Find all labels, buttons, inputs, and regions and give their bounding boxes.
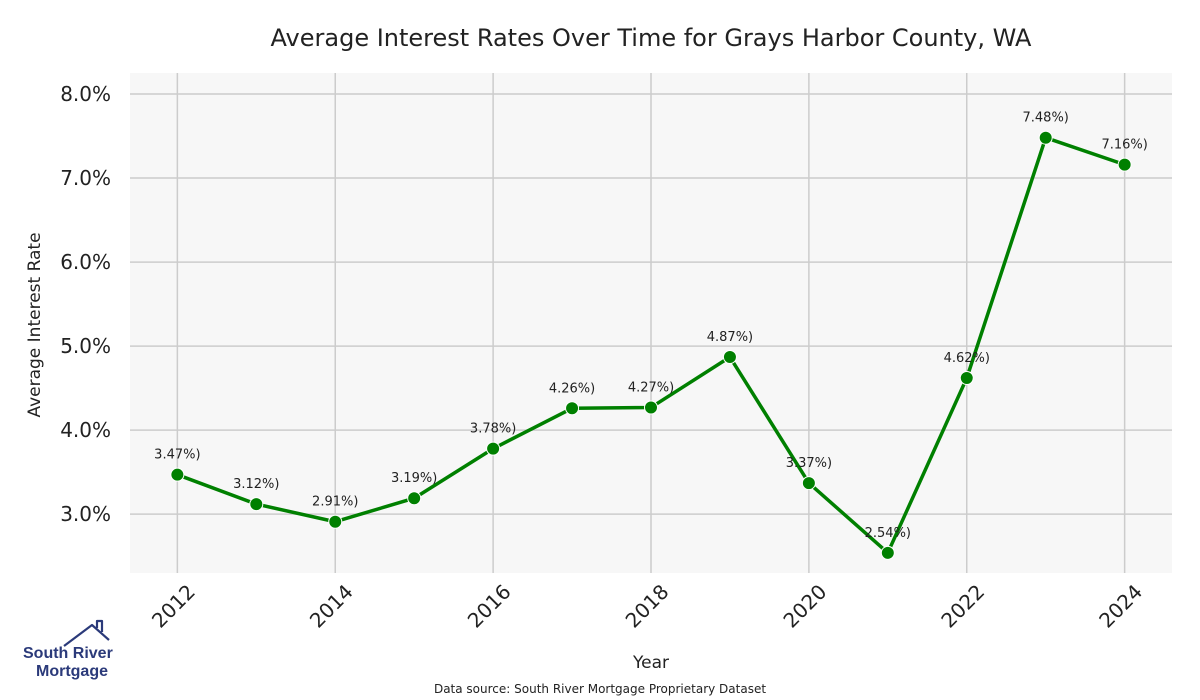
series-line-group	[170, 130, 1132, 560]
data-label: 7.16%)	[1101, 138, 1147, 153]
data-point	[328, 514, 343, 529]
x-tick-label: 2020	[778, 580, 831, 633]
data-label: 3.19%)	[391, 471, 437, 486]
data-point	[1117, 157, 1132, 172]
logo-line-2: Mortgage	[36, 663, 108, 680]
y-tick-label: 5.0%	[60, 334, 111, 358]
data-point	[880, 545, 895, 560]
company-logo: South River Mortgage	[23, 619, 113, 680]
data-labels: 3.47%) 3.12%) 2.91%) 3.19%) 3.78%) 4.26%) 4.27…	[154, 111, 1148, 541]
data-label: 3.78%)	[470, 422, 516, 437]
x-tick-label: 2014	[305, 580, 358, 633]
data-point	[801, 476, 816, 491]
y-tick-label: 3.0%	[60, 502, 111, 526]
data-source-note: Data source: South River Mortgage Propri…	[434, 682, 766, 696]
data-label: 4.27%)	[628, 380, 674, 395]
data-point	[565, 401, 580, 416]
data-label: 2.91%)	[312, 495, 358, 510]
data-point	[722, 350, 737, 365]
x-axis-label: Year	[632, 653, 669, 673]
data-label: 4.26%)	[549, 381, 595, 396]
data-point	[170, 467, 185, 482]
x-tick-label: 2022	[936, 580, 989, 633]
data-label: 3.12%)	[233, 477, 279, 492]
logo-line-1: South River	[23, 645, 113, 662]
y-tick-label: 8.0%	[60, 82, 111, 106]
x-tick-label: 2018	[621, 580, 674, 633]
data-point	[249, 497, 264, 512]
data-label: 4.87%)	[707, 330, 753, 345]
chart-title: Average Interest Rates Over Time for Gra…	[271, 24, 1033, 52]
y-tick-label: 6.0%	[60, 250, 111, 274]
data-point	[486, 441, 501, 456]
house-roof-icon	[63, 619, 110, 647]
x-tick-label: 2024	[1094, 580, 1147, 633]
data-label: 2.54%)	[865, 526, 911, 541]
data-label: 4.62%)	[944, 351, 990, 366]
y-axis-ticks: 3.0% 4.0% 5.0% 6.0% 7.0% 8.0%	[60, 82, 111, 526]
data-label: 3.47%)	[154, 448, 200, 463]
x-tick-label: 2012	[147, 580, 200, 633]
y-axis-label: Average Interest Rate	[25, 232, 45, 417]
data-point	[1038, 130, 1053, 145]
data-point	[407, 491, 422, 506]
data-point	[959, 371, 974, 386]
x-axis-ticks: 2012 2014 2016 2018 2020 2022 2024	[147, 580, 1147, 633]
data-label: 7.48%)	[1023, 111, 1069, 126]
data-point	[644, 400, 658, 415]
y-tick-label: 4.0%	[60, 418, 111, 442]
y-tick-label: 7.0%	[60, 166, 111, 190]
data-label: 3.37%)	[786, 456, 832, 471]
x-tick-label: 2016	[463, 580, 516, 633]
